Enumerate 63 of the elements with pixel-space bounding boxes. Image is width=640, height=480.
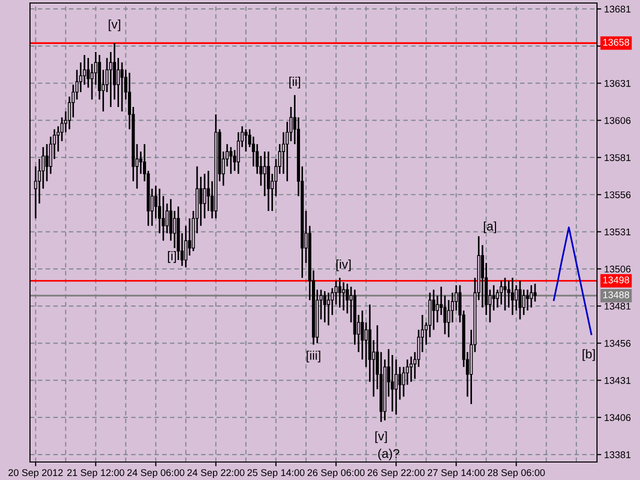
candlestick [338,277,342,308]
y-tick-label: 13631 [604,80,631,87]
candlestick [522,288,526,316]
y-tick-label: 13556 [604,191,631,198]
y-tick-label: 13381 [604,451,631,458]
candlestick [530,284,533,308]
candlestick [518,280,522,320]
candlestick [266,150,270,212]
annotation: (a)? [378,448,400,460]
y-tick-label: 13606 [604,117,631,124]
annotation: [iii] [306,350,320,362]
candlestick [492,284,496,312]
candlestick [244,128,248,152]
candlestick [45,143,48,182]
candlestick [432,288,436,331]
candlestick [263,150,266,197]
candlestick [188,218,192,256]
candlestick [173,210,176,249]
candlestick [116,57,120,108]
y-tick-label: 13681 [604,6,631,13]
annotation: [v] [375,431,387,443]
x-tick-label: 20 Sep 2012 [8,469,63,478]
ref-line-label: 13488 [603,291,630,298]
y-tick-label: 13481 [604,302,631,310]
candlestick [342,281,346,312]
annotation: [a] [484,221,496,234]
x-tick-label: 27 Sep 14:00 [428,469,485,478]
candlestick [109,51,112,108]
candlestick [120,62,124,112]
candlestick [364,322,368,368]
ref-line-label: 13658 [603,38,630,46]
x-tick-label: 21 Sep 12:00 [67,469,124,478]
x-tick-label: 26 Sep 22:00 [368,469,425,478]
candlestick [398,366,402,400]
x-tick-label: 28 Sep 06:00 [488,469,545,478]
x-tick-label: 25 Sep 14:00 [248,469,304,478]
y-tick-label: 13431 [604,377,631,384]
y-tick-label: 13506 [604,266,631,273]
y-tick-label: 13581 [604,154,631,162]
annotation: [iv] [336,259,351,272]
annotation: [v] [108,19,120,32]
candlestick [323,290,326,324]
candlestick [526,288,530,312]
candlestick [510,277,514,316]
y-tick-label: 13531 [604,228,631,236]
annotation: [i] [168,251,176,263]
candlestick [503,277,507,312]
x-tick-label: 24 Sep 06:00 [127,469,184,478]
annotation: [ii] [289,76,300,88]
candlestick [410,356,413,383]
x-tick-label: 26 Sep 06:00 [308,469,365,478]
candlestick [229,146,232,175]
candlestick [326,292,330,326]
candlestick [394,358,398,416]
y-tick-label: 13406 [604,414,631,422]
line-series [552,226,592,336]
candlestick [203,173,206,220]
candlestick [199,176,202,227]
annotation: [b] [582,349,595,361]
x-tick-label: 24 Sep 22:00 [187,469,244,478]
y-tick-label: 13456 [604,340,631,347]
ref-line-label: 13498 [603,276,630,284]
candlestick [533,282,537,302]
